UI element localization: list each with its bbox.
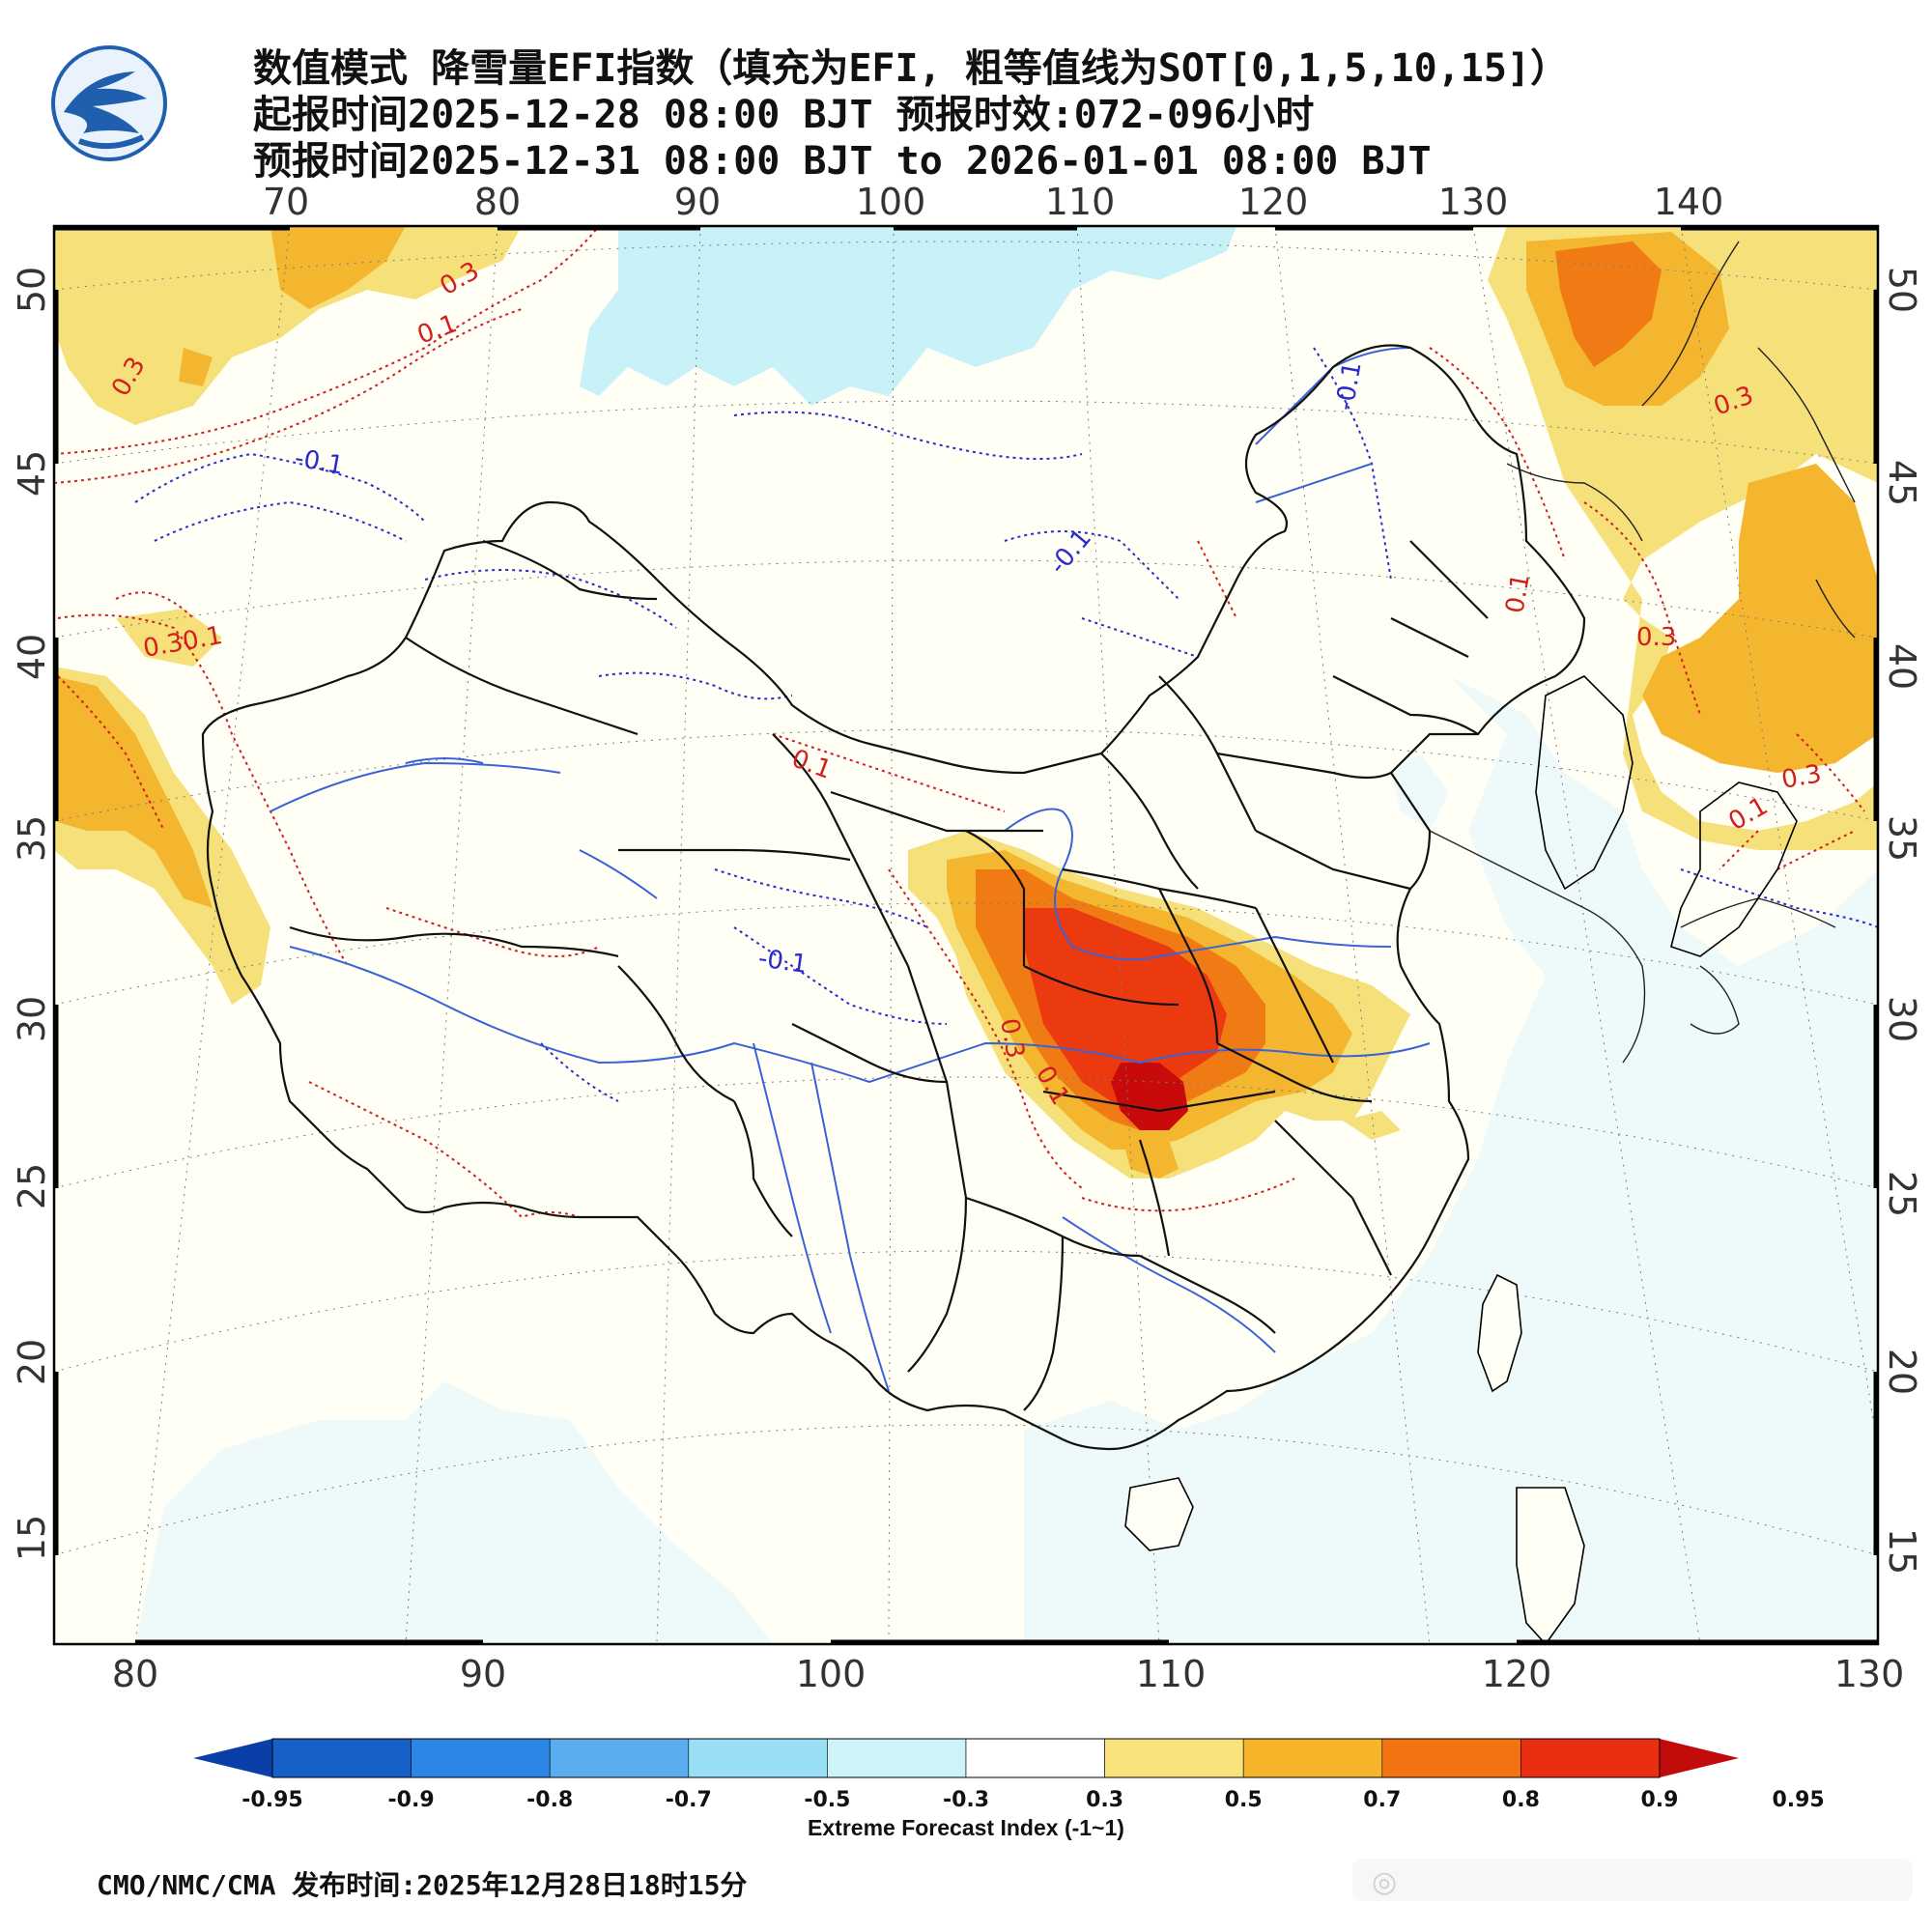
- top-lon-label: 110: [1045, 181, 1116, 223]
- left-lat-label: 35: [11, 815, 53, 862]
- hainan: [1124, 1477, 1194, 1551]
- colorbar-cell: [827, 1738, 967, 1778]
- left-lat-label: 40: [11, 634, 53, 680]
- top-lon-label: 80: [474, 181, 521, 223]
- colorbar-tick-label: -0.9: [388, 1788, 435, 1812]
- top-lon-label: 140: [1654, 181, 1724, 223]
- left-lat-label: 50: [11, 267, 53, 313]
- china-border: [201, 344, 1586, 1451]
- top-lon-label: 90: [674, 181, 721, 223]
- colorbar-cell: [1520, 1738, 1661, 1778]
- efi-northeast-asia: [1488, 226, 1878, 850]
- graticule: [54, 226, 1878, 1644]
- colorbar-cell: [411, 1738, 551, 1778]
- axis-labels: 70 80 90 100 110 120 130 140 80 90 100 1…: [11, 181, 1923, 1695]
- colorbar-cell: [965, 1738, 1105, 1778]
- colorbar-cell: [688, 1738, 828, 1778]
- frame-ticks: [53, 225, 1879, 1645]
- efi-neg-region-north: [580, 226, 1236, 406]
- contour-label: 0.3: [994, 1016, 1030, 1061]
- east-china-sea: [1024, 676, 1878, 1644]
- korean-peninsula: [1535, 675, 1634, 891]
- neighbor-borders: [1429, 241, 1856, 1064]
- colorbar-tick-label: -0.5: [804, 1788, 850, 1812]
- left-lat-label: 30: [11, 996, 53, 1042]
- colorbar-cell: [1381, 1738, 1521, 1778]
- colorbar: -0.95 -0.9 -0.8 -0.7 -0.5 -0.3 0.3 0.5 0.7 0.8 0.9…: [193, 1738, 1825, 1840]
- colorbar-low-arrow: [193, 1739, 272, 1777]
- top-lon-label: 130: [1438, 181, 1509, 223]
- chart-title-line-2: 起报时间2025-12-28 08:00 BJT 预报时效:072-096小时: [253, 93, 1315, 137]
- colorbar-tick-label: -0.3: [943, 1788, 989, 1812]
- contour-label: 0.3: [1779, 759, 1824, 795]
- bottom-lon-label: 90: [460, 1653, 506, 1695]
- colorbar-high-arrow: [1660, 1739, 1739, 1777]
- colorbar-tick-label: 0.3: [1086, 1788, 1123, 1812]
- left-lat-label: 25: [11, 1163, 53, 1209]
- colorbar-tick-label: 0.5: [1225, 1788, 1263, 1812]
- colorbar-tick-label: 0.8: [1502, 1788, 1540, 1812]
- borders: [201, 344, 1586, 1451]
- footer-text: CMO/NMC/CMA 发布时间:2025年12月28日18时15分: [97, 1869, 748, 1901]
- right-lat-label: 30: [1881, 996, 1923, 1042]
- bottom-lon-label: 130: [1834, 1653, 1905, 1695]
- colorbar-outline: [271, 1738, 1661, 1778]
- rivers: [270, 347, 1431, 1392]
- top-lon-label: 70: [263, 181, 309, 223]
- map-panel: [54, 226, 1878, 1644]
- taiwan: [1477, 1273, 1522, 1393]
- left-lat-label: 15: [11, 1515, 53, 1561]
- chart-title-line-1: 数值模式 降雪量EFI指数（填充为EFI, 粗等值线为SOT[0,1,5,10,…: [253, 46, 1570, 91]
- left-lat-label: 45: [11, 450, 53, 497]
- efi-west-mountains: [54, 609, 270, 1005]
- colorbar-cell: [1242, 1738, 1383, 1778]
- right-lat-label: 35: [1881, 815, 1923, 862]
- watermark: ◎: [1352, 1859, 1913, 1901]
- chart-title-line-3: 预报时间2025-12-31 08:00 BJT to 2026-01-01 0…: [253, 139, 1432, 184]
- colorbar-cell: [1104, 1738, 1244, 1778]
- bottom-lon-label: 100: [796, 1653, 867, 1695]
- contour-label: -0.1: [756, 944, 809, 980]
- colorbar-tick-label: 0.7: [1363, 1788, 1401, 1812]
- colorbar-cell: [549, 1738, 690, 1778]
- right-lat-label: 40: [1881, 643, 1923, 690]
- agency-logo: [51, 45, 167, 161]
- colorbar-tick-label: -0.8: [526, 1788, 573, 1812]
- bottom-lon-label: 110: [1136, 1653, 1207, 1695]
- colorbar-title: Extreme Forecast Index (-1~1): [808, 1815, 1124, 1840]
- bottom-lon-label: 120: [1482, 1653, 1552, 1695]
- top-lon-label: 100: [856, 181, 926, 223]
- right-lat-label: 20: [1881, 1349, 1923, 1395]
- right-lat-label: 50: [1881, 267, 1923, 313]
- colorbar-tick-label: -0.95: [242, 1788, 302, 1812]
- colorbar-tick-label: 0.95: [1772, 1788, 1824, 1812]
- left-lat-label: 20: [11, 1339, 53, 1385]
- right-lat-label: 45: [1881, 460, 1923, 506]
- right-lat-label: 15: [1881, 1528, 1923, 1575]
- contour-label: 0.3: [1636, 623, 1676, 652]
- colorbar-tick-label: 0.9: [1641, 1788, 1679, 1812]
- svg-text:◎: ◎: [1372, 1865, 1397, 1899]
- efi-kazakhstan-north: [54, 226, 522, 425]
- bottom-lon-label: 80: [112, 1653, 158, 1695]
- japan: [1670, 781, 1798, 957]
- colorbar-cell: [271, 1738, 412, 1778]
- contour-label: 0.1: [1500, 571, 1536, 615]
- right-lat-label: 25: [1881, 1171, 1923, 1217]
- colorbar-tick-label: -0.7: [666, 1788, 712, 1812]
- bohai-sea: [1391, 753, 1449, 831]
- top-lon-label: 120: [1238, 181, 1309, 223]
- philippines: [1516, 1487, 1585, 1644]
- bay-of-bengal: [135, 1381, 773, 1644]
